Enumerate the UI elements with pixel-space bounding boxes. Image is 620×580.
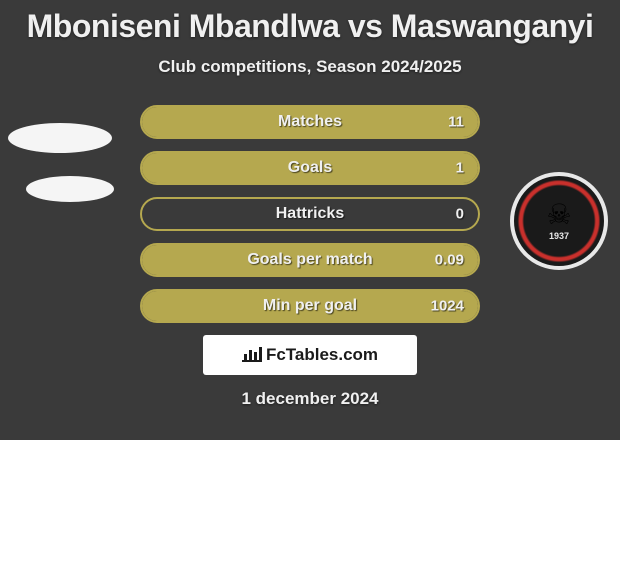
stat-value: 11 [448, 114, 464, 131]
stat-value: 1024 [431, 298, 464, 315]
stat-label: Matches [278, 113, 342, 131]
stat-row-hattricks: Hattricks 0 [140, 197, 480, 231]
stats-area: Matches 11 Goals 1 Hattricks 0 Goals per… [0, 105, 620, 323]
stat-row-goals-per-match: Goals per match 0.09 [140, 243, 480, 277]
stat-row-matches: Matches 11 [140, 105, 480, 139]
stat-value: 1 [456, 160, 464, 177]
branding-badge[interactable]: FcTables.com [203, 335, 417, 375]
stat-value: 0.09 [435, 252, 464, 269]
stat-label: Hattricks [276, 205, 344, 223]
page-title: Mboniseni Mbandlwa vs Maswanganyi [0, 0, 620, 45]
subtitle: Club competitions, Season 2024/2025 [0, 57, 620, 77]
branding-text: FcTables.com [266, 345, 378, 365]
stat-label: Min per goal [263, 297, 357, 315]
stat-label: Goals [288, 159, 332, 177]
date-text: 1 december 2024 [0, 389, 620, 409]
stat-value: 0 [456, 206, 464, 223]
stat-row-goals: Goals 1 [140, 151, 480, 185]
chart-icon [242, 344, 262, 367]
comparison-panel: Mboniseni Mbandlwa vs Maswanganyi Club c… [0, 0, 620, 440]
stat-row-min-per-goal: Min per goal 1024 [140, 289, 480, 323]
stat-label: Goals per match [247, 251, 372, 269]
